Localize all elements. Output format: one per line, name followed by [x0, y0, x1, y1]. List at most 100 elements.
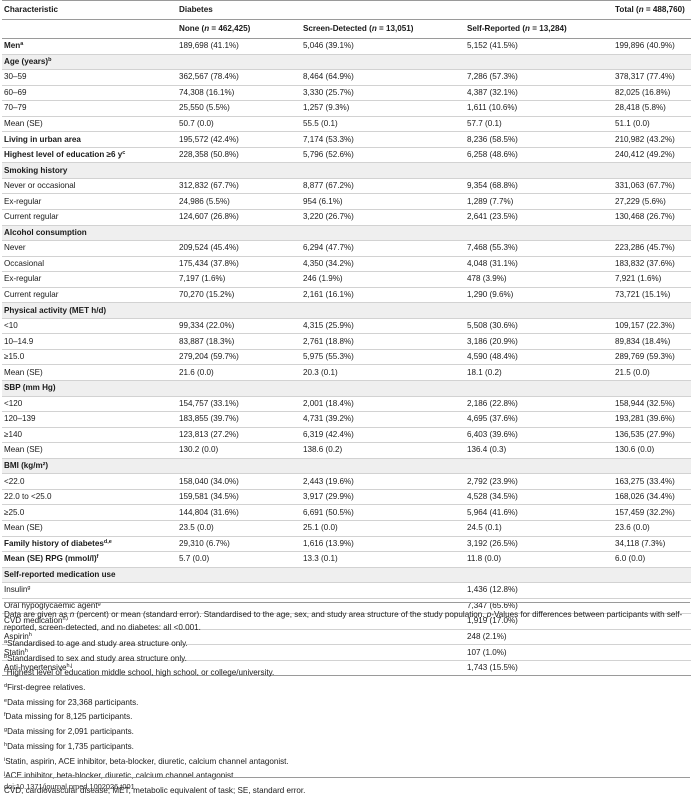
table-row: 10–14.9 83,887 (18.3%) 2,761 (18.8%) 3,186 … — [2, 333, 692, 350]
row-label: Physical activity (MET h/d) — [2, 302, 177, 319]
row-label: 22.0 to <25.0 — [2, 489, 177, 506]
cell-none: 189,698 (41.1%) — [177, 38, 301, 55]
cell-screen-detected: 3,220 (26.7%) — [301, 209, 465, 226]
table-row: Current regular 70,270 (15.2%) 2,161 (16.1… — [2, 287, 692, 304]
cell-none: 74,308 (16.1%) — [177, 85, 301, 102]
cell-self-reported: 4,590 (48.4%) — [465, 349, 614, 366]
cell-screen-detected: 55.5 (0.1) — [301, 116, 465, 133]
cell-screen-detected: 4,350 (34.2%) — [301, 256, 465, 273]
table-row: Aspirinh 248 (2.1%) — [2, 629, 692, 646]
row-label: ≥140 — [2, 427, 177, 444]
table-row: Mena 189,698 (41.1%) 5,046 (39.1%) 5,152 (4… — [2, 38, 692, 55]
notes-footnotes: aStandardised to age and study area stru… — [4, 638, 690, 782]
footnote: hData missing for 1,735 participants. — [4, 741, 134, 751]
cell-screen-detected: 5,975 (55.3%) — [301, 349, 465, 366]
cell-self-reported: 248 (2.1%) — [465, 629, 614, 646]
row-label: Aspirinh — [2, 629, 177, 646]
cell-self-reported: 3,192 (26.5%) — [465, 536, 614, 553]
cell-total — [613, 458, 692, 475]
footnote: aStandardised to age and study area stru… — [4, 639, 188, 648]
row-label: Occasional — [2, 256, 177, 273]
cell-none: 183,855 (39.7%) — [177, 411, 301, 428]
table-row: Highest level of education ≥6 yc 228,358 … — [2, 147, 692, 164]
row-label: Age (years)b — [2, 54, 177, 71]
cell-none: 228,358 (50.8%) — [177, 147, 301, 164]
cell-total — [613, 660, 692, 677]
table-row: Mean (SE) RPG (mmol/l)f 5.7 (0.0) 13.3 (0.… — [2, 551, 692, 568]
cell-total: 158,944 (32.5%) — [613, 396, 692, 413]
cell-none: 175,434 (37.8%) — [177, 256, 301, 273]
cell-total: 157,459 (32.2%) — [613, 504, 692, 521]
footnote: eData missing for 23,368 participants. — [4, 697, 139, 707]
section-row: Self-reported medication use — [2, 567, 692, 584]
row-label: Current regular — [2, 287, 177, 304]
table-row: Current regular 124,607 (26.8%) 3,220 (26.… — [2, 209, 692, 226]
row-label: Mean (SE) — [2, 364, 177, 382]
cell-self-reported: 478 (3.9%) — [465, 271, 614, 288]
cell-none: 195,572 (42.4%) — [177, 131, 301, 148]
cell-self-reported: 18.1 (0.2) — [465, 364, 614, 382]
table-row: Anti-hypertensiveh,j 1,743 (15.5%) — [2, 660, 692, 677]
cell-total — [613, 380, 692, 397]
cell-screen-detected — [301, 660, 465, 677]
row-label: Mean (SE) RPG (mmol/l)f — [2, 551, 177, 568]
cell-total: 331,063 (67.7%) — [613, 178, 692, 195]
table-notes: Data are given as n (percent) or mean (s… — [4, 608, 690, 800]
cell-total: 34,118 (7.3%) — [613, 536, 692, 553]
cell-total: 289,769 (59.3%) — [613, 349, 692, 366]
row-label: Highest level of education ≥6 yc — [2, 147, 177, 164]
row-label: BMI (kg/m²) — [2, 458, 177, 475]
cell-self-reported: 4,528 (34.5%) — [465, 489, 614, 506]
cell-self-reported: 11.8 (0.0) — [465, 551, 614, 568]
cell-none — [177, 567, 301, 584]
cell-self-reported: 57.7 (0.1) — [465, 116, 614, 133]
table-row: Statinh 107 (1.0%) — [2, 644, 692, 661]
cell-self-reported: 4,387 (32.1%) — [465, 85, 614, 102]
cell-none: 312,832 (67.7%) — [177, 178, 301, 195]
cell-self-reported: 5,152 (41.5%) — [465, 38, 614, 55]
header-screen: Screen-Detected (n = 13,051) — [301, 19, 465, 39]
cell-total: 51.1 (0.0) — [613, 116, 692, 133]
cell-self-reported: 1,290 (9.6%) — [465, 287, 614, 304]
cell-total: 210,982 (43.2%) — [613, 131, 692, 148]
cell-total: 168,026 (34.4%) — [613, 489, 692, 506]
cell-screen-detected — [301, 54, 465, 71]
cell-screen-detected: 6,691 (50.5%) — [301, 504, 465, 521]
row-label: 60–69 — [2, 85, 177, 102]
header-none: None (n = 462,425) — [177, 19, 301, 39]
footnote: fData missing for 8,125 participants. — [4, 712, 133, 722]
cell-total: 109,157 (22.3%) — [613, 318, 692, 335]
cell-screen-detected — [301, 380, 465, 397]
row-label: ≥15.0 — [2, 349, 177, 366]
baseline-characteristics-table: Characteristic Diabetes Total (n = 488,7… — [2, 0, 692, 677]
table-body: Mena 189,698 (41.1%) 5,046 (39.1%) 5,152 (4… — [2, 38, 692, 677]
cell-screen-detected: 1,257 (9.3%) — [301, 100, 465, 117]
cell-none: 159,581 (34.5%) — [177, 489, 301, 506]
cell-total: 6.0 (0.0) — [613, 551, 692, 568]
cell-screen-detected: 13.3 (0.1) — [301, 551, 465, 568]
notes-abbreviations: CVD, cardiovascular disease; MET, metabo… — [4, 785, 306, 795]
cell-screen-detected: 138.6 (0.2) — [301, 442, 465, 459]
row-label: SBP (mm Hg) — [2, 380, 177, 397]
notes-lead: Data are given as n (percent) or mean (s… — [4, 610, 683, 632]
footnote: jACE inhibitor, beta-blocker, diuretic, … — [4, 771, 236, 781]
cell-none: 21.6 (0.0) — [177, 364, 301, 382]
row-label: CVD medicationh,i — [2, 613, 177, 630]
table-row: Mean (SE) 23.5 (0.0) 25.1 (0.0) 24.5 (0.1) 2… — [2, 520, 692, 537]
cell-none: 123,813 (27.2%) — [177, 427, 301, 444]
cell-screen-detected — [301, 567, 465, 584]
cell-none: 23.5 (0.0) — [177, 520, 301, 537]
row-label: 30–59 — [2, 69, 177, 86]
table-row: ≥140 123,813 (27.2%) 6,319 (42.4%) 6,403 (3… — [2, 427, 692, 444]
row-label: Anti-hypertensiveh,j — [2, 660, 177, 677]
cell-total: 136,535 (27.9%) — [613, 427, 692, 444]
section-row: Smoking history — [2, 162, 692, 179]
cell-none — [177, 380, 301, 397]
table-row: Occasional 175,434 (37.8%) 4,350 (34.2%) 4,… — [2, 256, 692, 273]
row-label: 10–14.9 — [2, 333, 177, 350]
cell-total: 223,286 (45.7%) — [613, 240, 692, 257]
cell-none — [177, 302, 301, 319]
cell-self-reported: 7,286 (57.3%) — [465, 69, 614, 86]
cell-none: 362,567 (78.4%) — [177, 69, 301, 86]
header-total: Total (n = 488,760) — [613, 0, 692, 20]
